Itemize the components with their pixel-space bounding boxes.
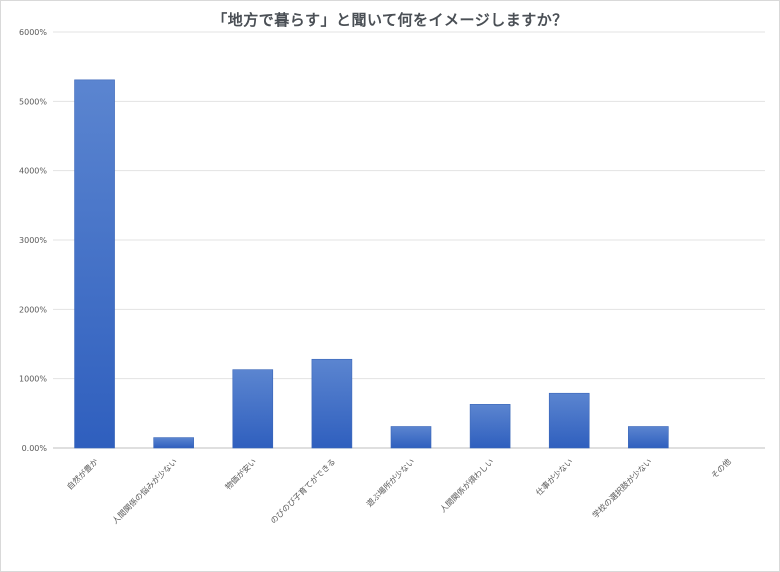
x-tick-label: その他	[709, 456, 733, 480]
gridlines	[53, 31, 765, 449]
x-tick-label: 仕事が少ない	[534, 456, 575, 497]
y-tick-label: 2000%	[19, 305, 47, 314]
x-tick-label: 物価が安い	[223, 456, 258, 491]
bar	[74, 79, 115, 449]
x-tick-label: 学校の選択肢が少ない	[590, 456, 654, 520]
y-tick-label: 6000%	[19, 28, 47, 37]
x-axis-ticks: 自然が豊か 人間関係の悩みが少ない 物価が安い のびのび子育てができる 遊ぶ場所が少ない…	[65, 456, 733, 525]
y-axis-ticks: 0.00% 1000% 2000% 3000% 4000% 5000% 6000%	[19, 28, 47, 453]
y-tick-label: 3000%	[19, 236, 47, 245]
x-tick-label: 自然が豊か	[65, 456, 100, 491]
bar	[628, 426, 669, 449]
x-tick-label: 人間関係の悩みが少ない	[110, 456, 179, 525]
bar	[153, 437, 194, 449]
y-tick-label: 5000%	[19, 97, 47, 106]
bar	[548, 392, 590, 449]
chart-title: 「地方で暮らす」と聞いて何をイメージしますか？	[212, 11, 568, 29]
bar	[311, 358, 353, 449]
y-tick-label: 0.00%	[22, 444, 48, 453]
bar	[232, 369, 274, 449]
x-tick-label: 人間関係が煩わしい	[438, 456, 496, 514]
x-tick-label: のびのび子育てができる	[268, 456, 337, 525]
y-tick-label: 1000%	[19, 375, 47, 384]
bar	[469, 404, 511, 449]
y-tick-label: 4000%	[19, 167, 47, 176]
bar	[390, 426, 432, 449]
x-tick-label: 遊ぶ場所が少ない	[364, 456, 416, 508]
bars	[74, 79, 669, 449]
